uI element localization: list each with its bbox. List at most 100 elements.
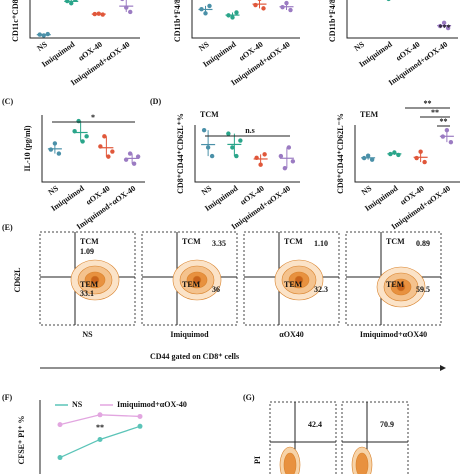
gate-label: TEM — [386, 280, 405, 289]
dot — [258, 162, 263, 167]
significance: ** — [96, 423, 104, 432]
dot — [388, 151, 393, 157]
panel-label: (F) — [2, 393, 13, 402]
tcm-value: 1.10 — [314, 239, 328, 248]
dot — [209, 153, 215, 159]
dot — [37, 32, 42, 37]
dot — [396, 152, 401, 158]
legend-label: Imiquimod+αOX-40 — [117, 400, 187, 409]
dot — [100, 12, 105, 17]
dot — [131, 161, 137, 166]
dot — [290, 159, 296, 164]
gate-label: TCM — [182, 237, 201, 246]
panel-label: (C) — [2, 97, 13, 106]
dot — [76, 118, 81, 124]
dot — [226, 131, 231, 136]
sample-label: Imiquimod+αOX40 — [360, 330, 427, 339]
plot-title: TCM — [200, 110, 219, 119]
dot — [98, 144, 103, 149]
gate-label: TCM — [284, 237, 303, 246]
panel-label: (E) — [2, 223, 13, 232]
y-axis-label: CFSE⁺ PI⁺ % — [17, 416, 26, 465]
contour — [192, 275, 202, 285]
dot — [73, 0, 78, 2]
tcm-value: 0.89 — [416, 239, 430, 248]
category-label: NS — [360, 183, 374, 197]
dot — [369, 157, 375, 162]
x-axis-label: CD44 gated on CD8⁺ cells — [150, 352, 239, 361]
axis — [41, 115, 145, 183]
dot — [282, 165, 288, 171]
dot — [48, 147, 54, 152]
dot — [392, 150, 397, 155]
dot — [205, 145, 211, 150]
dot — [123, 157, 129, 162]
dot — [422, 159, 427, 165]
gate-value: 70.9 — [380, 420, 394, 429]
y-axis-label: CD11c⁺CD80⁺ — [11, 0, 20, 42]
tem-value: 33.1 — [80, 289, 94, 298]
panel-label: (D) — [150, 97, 161, 106]
dot — [106, 154, 111, 159]
dot — [52, 141, 58, 146]
dot — [261, 6, 266, 11]
axis — [29, 0, 140, 39]
dot — [234, 10, 239, 15]
significance: ** — [440, 117, 448, 126]
category-label: NS — [200, 183, 214, 197]
dot — [365, 153, 371, 158]
dot — [441, 20, 447, 26]
significance: ** — [424, 99, 432, 108]
dot — [386, 0, 391, 2]
dot — [65, 0, 70, 4]
axis — [194, 125, 300, 183]
dot — [96, 11, 101, 16]
point — [57, 455, 63, 461]
dot — [234, 153, 239, 159]
dot — [286, 145, 292, 150]
significance: ** — [431, 108, 439, 117]
axis — [354, 125, 460, 183]
dot — [128, 9, 133, 15]
dot — [257, 0, 262, 2]
y-axis-label: CD8⁺CD44⁺CD62L⁻% — [336, 113, 345, 194]
arrow-head — [440, 365, 446, 371]
dot — [280, 4, 285, 10]
tcm-value: 1.09 — [80, 247, 94, 256]
dot — [56, 151, 62, 156]
dot — [230, 15, 235, 20]
legend-label: NS — [72, 400, 83, 409]
gate-label: TEM — [80, 280, 99, 289]
dot — [440, 134, 446, 139]
dot — [120, 0, 125, 2]
sample-label: NS — [82, 330, 93, 339]
dot — [361, 155, 367, 161]
dot — [284, 0, 289, 6]
axis — [191, 0, 300, 39]
y-axis-label: CD11b⁺F4/80⁺ — [173, 0, 182, 42]
gate-label: TEM — [284, 280, 303, 289]
tem-value: 36 — [212, 285, 220, 294]
dot — [69, 1, 74, 6]
tcm-value: 3.35 — [212, 239, 226, 248]
y-axis-label: PI — [253, 456, 262, 464]
dot — [201, 127, 207, 133]
dot — [110, 149, 115, 154]
category-label: NS — [47, 183, 61, 197]
significance: n.s — [245, 126, 255, 135]
gate-label: TEM — [182, 280, 201, 289]
dot — [437, 23, 443, 29]
point — [137, 413, 143, 419]
dot — [253, 2, 258, 8]
dot — [45, 31, 50, 37]
dot — [203, 11, 208, 16]
sample-label: Imiquimod — [170, 330, 209, 339]
significance: * — [91, 113, 95, 122]
dot — [444, 127, 450, 133]
y-axis-label: CD11b⁺F4/80⁺ — [328, 0, 337, 42]
dot — [199, 6, 204, 12]
tem-value: 59.5 — [416, 285, 430, 294]
dot — [207, 3, 212, 9]
y-axis-label: CD62L — [13, 268, 22, 293]
dot — [238, 138, 243, 143]
